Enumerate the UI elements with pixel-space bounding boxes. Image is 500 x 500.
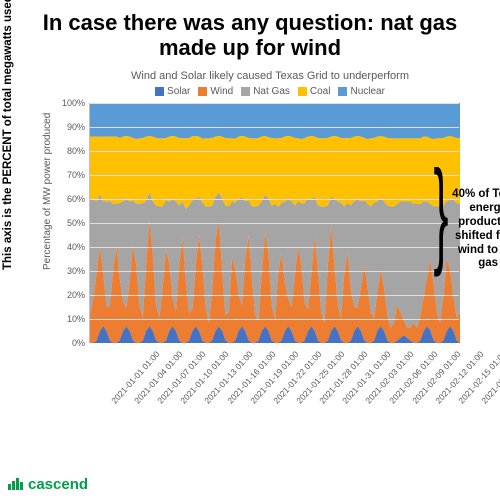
legend-swatch: [198, 87, 207, 96]
y-tick: 100%: [55, 98, 85, 108]
legend-item: Nat Gas: [241, 86, 290, 97]
y-tick: 20%: [55, 290, 85, 300]
y-axis-label: Percentage of MW power produced: [42, 113, 53, 270]
gridline: [90, 151, 459, 152]
gridline: [90, 247, 459, 248]
gridline: [90, 295, 459, 296]
gridline: [90, 127, 459, 128]
gridline: [90, 103, 459, 104]
side-axis-description: This axis is the PERCENT of total megawa…: [2, 0, 14, 270]
legend-item: Wind: [198, 86, 233, 97]
y-tick: 0%: [55, 338, 85, 348]
main-title: In case there was any question: nat gas …: [0, 0, 500, 65]
gridline: [90, 271, 459, 272]
gridline: [90, 319, 459, 320]
chart-subtitle: Wind and Solar likely caused Texas Grid …: [55, 70, 485, 82]
legend-item: Solar: [155, 86, 190, 97]
y-tick: 10%: [55, 314, 85, 324]
legend-swatch: [298, 87, 307, 96]
logo-icon: [8, 476, 26, 494]
annotation-brace: }: [434, 155, 449, 272]
series-nuclear: [90, 103, 460, 139]
legend-swatch: [338, 87, 347, 96]
y-tick: 50%: [55, 218, 85, 228]
gridline: [90, 175, 459, 176]
y-tick: 40%: [55, 242, 85, 252]
logo: cascend: [8, 476, 88, 494]
y-tick: 70%: [55, 170, 85, 180]
x-axis-ticks: 2021-01-01 01:002021-01-04 01:002021-01-…: [89, 345, 459, 435]
legend-item: Nuclear: [338, 86, 384, 97]
plot-area: 0%10%20%30%40%50%60%70%80%90%100% 2021-0…: [55, 103, 485, 343]
gridline: [90, 199, 459, 200]
y-tick: 60%: [55, 194, 85, 204]
stacked-area-plot: [89, 103, 459, 343]
y-tick: 90%: [55, 122, 85, 132]
chart-legend: Solar Wind Nat Gas Coal Nuclear: [55, 86, 485, 97]
legend-swatch: [155, 87, 164, 96]
legend-swatch: [241, 87, 250, 96]
annotation-text: 40% of Texas energy production shifted f…: [448, 188, 500, 271]
gridline: [90, 223, 459, 224]
logo-text: cascend: [28, 476, 88, 493]
y-tick: 80%: [55, 146, 85, 156]
legend-item: Coal: [298, 86, 331, 97]
chart-region: Wind and Solar likely caused Texas Grid …: [55, 70, 485, 430]
y-tick: 30%: [55, 266, 85, 276]
